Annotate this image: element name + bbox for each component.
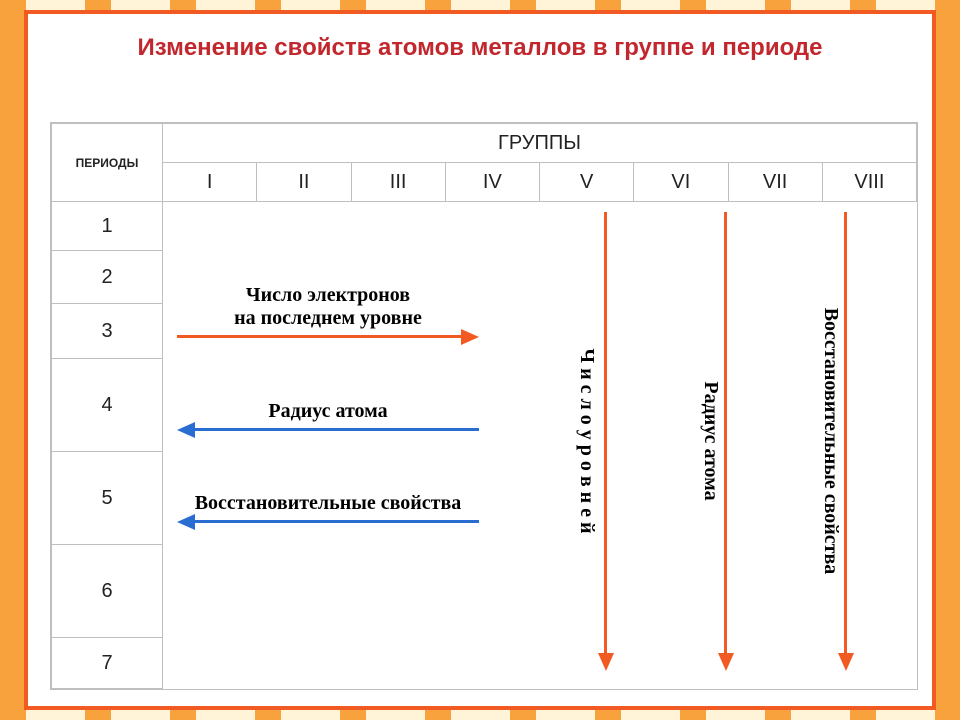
group-num: III [351,163,445,202]
group-num: IV [445,163,539,202]
period-num: 2 [52,251,163,304]
arrow-down-icon [603,212,608,671]
group-num: VII [728,163,822,202]
group-num: VI [634,163,728,202]
period-num: 3 [52,304,163,359]
arrow-label: Число электронов на последнем уровне [173,284,483,330]
page-title: Изменение свойств атомов металлов в груп… [28,14,932,77]
horizontal-trend-arrow: Радиус атома [173,400,483,432]
arrow-label: Ч и с л о у р о в н е й [575,349,598,534]
arrow-down-icon [843,212,848,671]
period-num: 7 [52,638,163,689]
arrow-right-icon [177,334,479,339]
group-num: I [163,163,257,202]
arrow-down-icon [723,212,728,671]
arrow-label: Восстановительные свойства [173,492,483,515]
arrow-left-icon [177,427,479,432]
groups-header: ГРУППЫ [163,124,917,163]
period-num: 5 [52,452,163,545]
periods-header: ПЕРИОДЫ [52,124,163,202]
horizontal-trend-arrow: Восстановительные свойства [173,492,483,524]
table-row: 1 Число электронов на последнем уровнеРа… [52,202,917,251]
period-num: 6 [52,545,163,638]
period-num: 4 [52,359,163,452]
trends-canvas: Число электронов на последнем уровне Ради… [163,202,917,689]
content-card: Изменение свойств атомов металлов в груп… [24,10,936,710]
periodic-trend-table: ПЕРИОДЫ ГРУППЫ I II III IV V VI VII VIII [50,122,918,690]
arrow-left-icon [177,519,479,524]
group-numbers-row: I II III IV V VI VII VIII [52,163,917,202]
slide-background: Изменение свойств атомов металлов в груп… [0,0,960,720]
group-num: II [257,163,351,202]
group-num: VIII [822,163,916,202]
horizontal-trend-arrow: Число электронов на последнем уровне [173,284,483,339]
arrow-label: Радиус атома [699,382,722,501]
group-num: V [540,163,634,202]
arrow-label: Восстановительные свойства [819,308,842,575]
period-num: 1 [52,202,163,251]
arrow-label: Радиус атома [173,400,483,423]
